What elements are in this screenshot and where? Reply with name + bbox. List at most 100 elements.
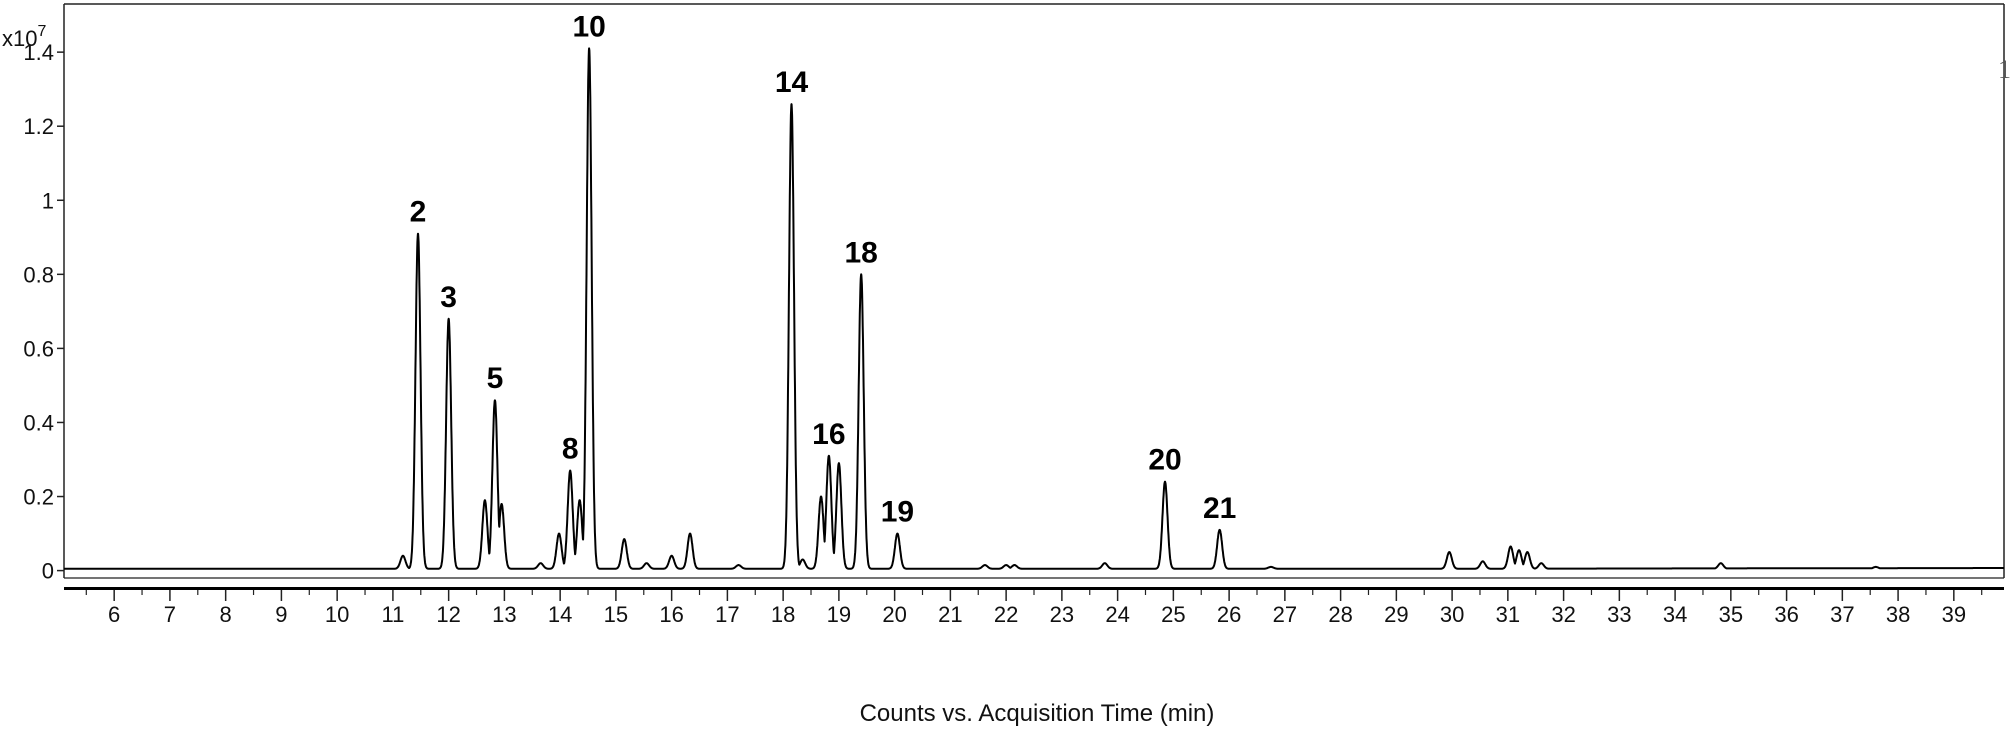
peak-apex (1005, 564, 1007, 566)
y-tick-label: 0.8 (23, 262, 54, 287)
peak-label-19: 19 (881, 496, 914, 529)
x-tick-label: 30 (1440, 602, 1464, 627)
peak-apex (860, 273, 862, 276)
peak-label-20: 20 (1148, 444, 1181, 477)
y-multiplier-exponent: 7 (37, 23, 46, 40)
peak-apex (1103, 562, 1106, 564)
x-tick-label: 9 (275, 602, 287, 627)
peak-apex (402, 554, 404, 557)
peak-apex (569, 469, 571, 472)
x-tick-label: 27 (1273, 602, 1297, 627)
peak-apex (828, 454, 830, 457)
axes: 0 0.2 0.4 0.6 0.8 1 1.2 1.4 6 7 8 9 10 11 12 13 14 15 16 17… (23, 40, 1983, 627)
peak-apex (484, 499, 486, 502)
peak-apex (984, 564, 986, 566)
y-tick-label: 1 (42, 188, 54, 213)
x-tick-label: 15 (604, 602, 628, 627)
peak-apex (447, 317, 450, 320)
x-tick-label: 7 (164, 602, 176, 627)
peak-label-21: 21 (1203, 492, 1236, 525)
x-tick-label: 6 (108, 602, 120, 627)
peak-apex (1164, 480, 1166, 483)
peak-apex (494, 399, 496, 402)
x-tick-label: 14 (548, 602, 572, 627)
peak-apex (1526, 551, 1529, 553)
peak-apex (689, 532, 691, 535)
peak-apex (1481, 560, 1484, 563)
peak-apex (1874, 566, 1877, 568)
peak-apex (1509, 545, 1512, 548)
plot-frame (63, 3, 2005, 590)
x-tick-label: 34 (1663, 602, 1687, 627)
x-tick-label: 32 (1551, 602, 1575, 627)
x-tick-label: 8 (220, 602, 232, 627)
x-tick-label: 36 (1774, 602, 1798, 627)
x-tick-label: 23 (1050, 602, 1074, 627)
x-tick-label: 33 (1607, 602, 1631, 627)
peak-apex (1270, 566, 1272, 568)
x-tick-label: 31 (1496, 602, 1520, 627)
peak-apex (578, 499, 581, 502)
y-tick-label: 0.4 (23, 410, 54, 435)
x-tick-label: 12 (436, 602, 460, 627)
x-tick-label: 11 (381, 602, 404, 627)
peak-apex (500, 503, 503, 505)
y-tick-label: 1.4 (23, 40, 54, 65)
chromatogram-trace (63, 47, 2005, 570)
peak-apex (838, 462, 840, 465)
peak-label-8: 8 (562, 433, 579, 466)
peak-label-2: 2 (410, 196, 427, 229)
y-tick-label: 1.2 (23, 114, 54, 139)
peak-label-18: 18 (844, 236, 877, 269)
y-tick-label: 0.2 (23, 485, 54, 510)
y-tick-label: 0 (42, 559, 54, 584)
peak-apex (1540, 562, 1543, 564)
peak-labels: 2 3 5 8 10 14 16 18 19 20 21 (410, 10, 1237, 528)
x-tick-label: 18 (771, 602, 795, 627)
peak-apex (1720, 562, 1722, 564)
y-tick-label: 0.6 (23, 336, 54, 361)
peak-apex (737, 564, 740, 566)
peak-apex (790, 103, 793, 105)
x-tick-label: 38 (1886, 602, 1910, 627)
x-axis-line (64, 587, 2004, 590)
peak-apex (820, 495, 822, 498)
x-tick-label: 28 (1328, 602, 1352, 627)
x-tick-label: 35 (1719, 602, 1743, 627)
x-tick-label: 10 (325, 602, 349, 627)
x-tick-label: 17 (715, 602, 739, 627)
peak-apex (645, 562, 648, 564)
peak-apex (670, 554, 673, 557)
peak-apex (588, 47, 590, 50)
x-tick-label: 19 (827, 602, 851, 627)
x-tick-label: 25 (1161, 602, 1185, 627)
x-tick-label: 13 (492, 602, 516, 627)
x-axis-title: Counts vs. Acquisition Time (min) (860, 700, 1215, 727)
x-tick-label: 22 (994, 602, 1018, 627)
x-tick-label: 20 (882, 602, 906, 627)
peak-label-3: 3 (440, 281, 457, 314)
y-multiplier-base: x10 (2, 26, 37, 51)
peak-label-14: 14 (775, 66, 809, 99)
peak-apex (623, 538, 626, 540)
peak-apex (1218, 529, 1221, 531)
peak-label-5: 5 (487, 362, 504, 395)
peak-apex (801, 558, 804, 561)
corner-mark: 1 (1998, 55, 2011, 84)
x-tick-label: 21 (938, 602, 962, 627)
peak-apex (417, 232, 419, 235)
peak-apex (896, 532, 899, 535)
peak-apex (1013, 564, 1016, 566)
x-tick-label: 24 (1105, 602, 1129, 627)
trace-line (63, 47, 2005, 570)
x-tick-label: 37 (1830, 602, 1854, 627)
peak-label-16: 16 (812, 418, 845, 451)
x-tick-label: 26 (1217, 602, 1241, 627)
peak-label-10: 10 (572, 10, 605, 43)
x-tick-label: 39 (1942, 602, 1966, 627)
x-tick-label: 16 (659, 602, 683, 627)
peak-apex (539, 562, 542, 564)
peak-apex (1518, 549, 1520, 552)
peak-apex (1448, 551, 1451, 553)
